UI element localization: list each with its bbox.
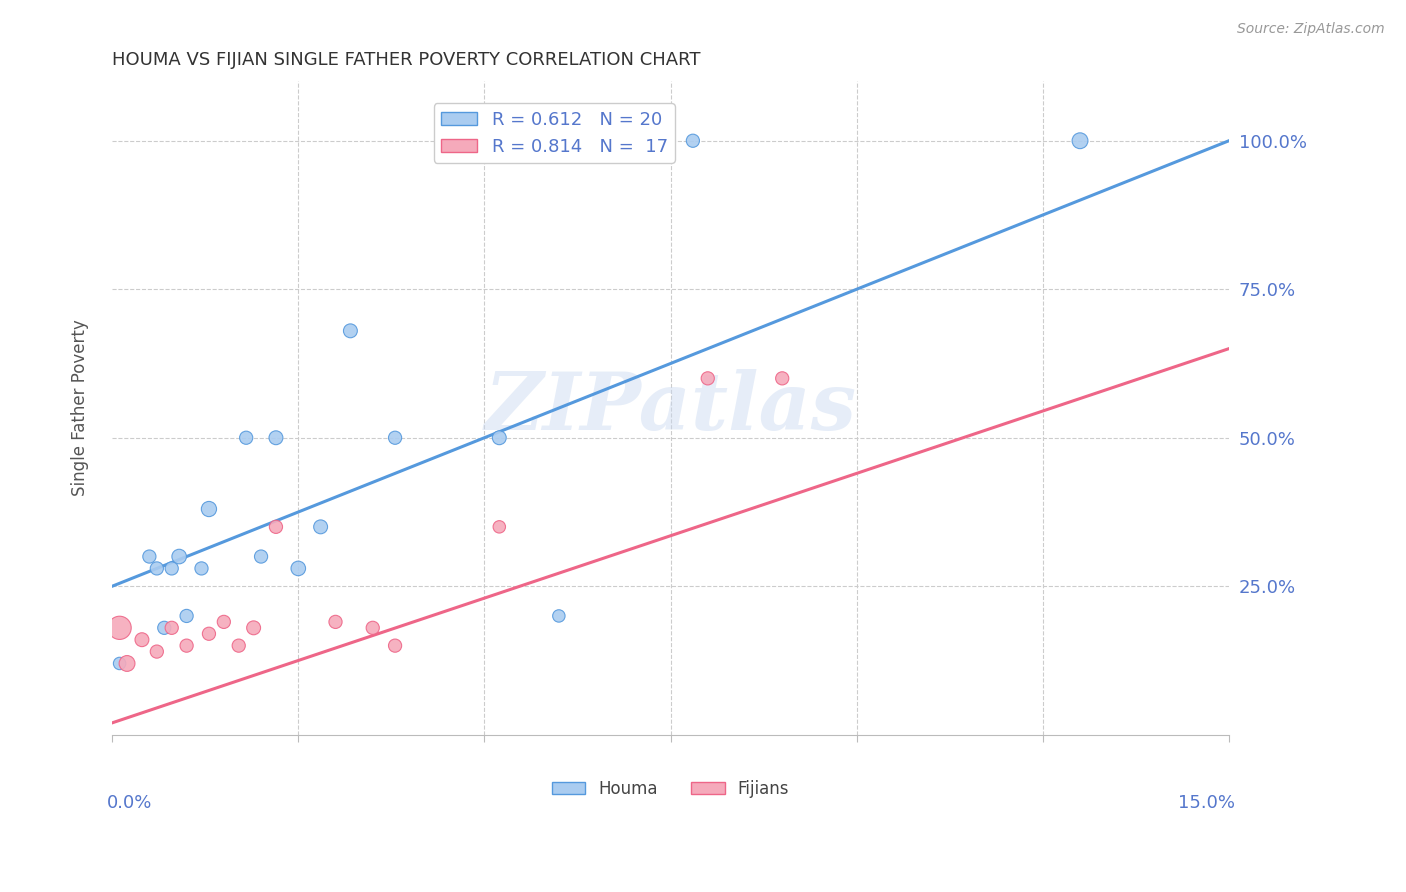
Point — [339, 324, 361, 338]
Y-axis label: Single Father Poverty: Single Father Poverty — [72, 319, 89, 497]
Point — [176, 609, 198, 624]
Point — [488, 520, 510, 534]
Point — [235, 431, 257, 445]
Point — [131, 632, 153, 647]
Point — [176, 639, 198, 653]
Point — [696, 371, 718, 385]
Point — [264, 520, 287, 534]
Point — [682, 134, 704, 148]
Text: 0.0%: 0.0% — [107, 794, 152, 812]
Point — [115, 657, 138, 671]
Point — [160, 621, 183, 635]
Point — [108, 657, 131, 671]
Point — [138, 549, 160, 564]
Point — [146, 561, 169, 575]
Point — [1069, 134, 1091, 148]
Point — [198, 502, 221, 516]
Point — [242, 621, 264, 635]
Point — [770, 371, 793, 385]
Point — [153, 621, 176, 635]
Point — [325, 615, 347, 629]
Point — [287, 561, 309, 575]
Point — [190, 561, 212, 575]
Point — [264, 431, 287, 445]
Point — [212, 615, 235, 629]
Point — [547, 609, 569, 624]
Point — [146, 644, 169, 658]
Text: Source: ZipAtlas.com: Source: ZipAtlas.com — [1237, 22, 1385, 37]
Point — [488, 431, 510, 445]
Point — [309, 520, 332, 534]
Point — [361, 621, 384, 635]
Text: 15.0%: 15.0% — [1177, 794, 1234, 812]
Point — [167, 549, 190, 564]
Text: ZIPatlas: ZIPatlas — [485, 369, 856, 447]
Point — [384, 431, 406, 445]
Text: HOUMA VS FIJIAN SINGLE FATHER POVERTY CORRELATION CHART: HOUMA VS FIJIAN SINGLE FATHER POVERTY CO… — [112, 51, 700, 69]
Point — [198, 626, 221, 640]
Point — [160, 561, 183, 575]
Point — [228, 639, 250, 653]
Legend: Houma, Fijians: Houma, Fijians — [546, 773, 796, 805]
Point — [108, 621, 131, 635]
Point — [384, 639, 406, 653]
Point — [250, 549, 273, 564]
